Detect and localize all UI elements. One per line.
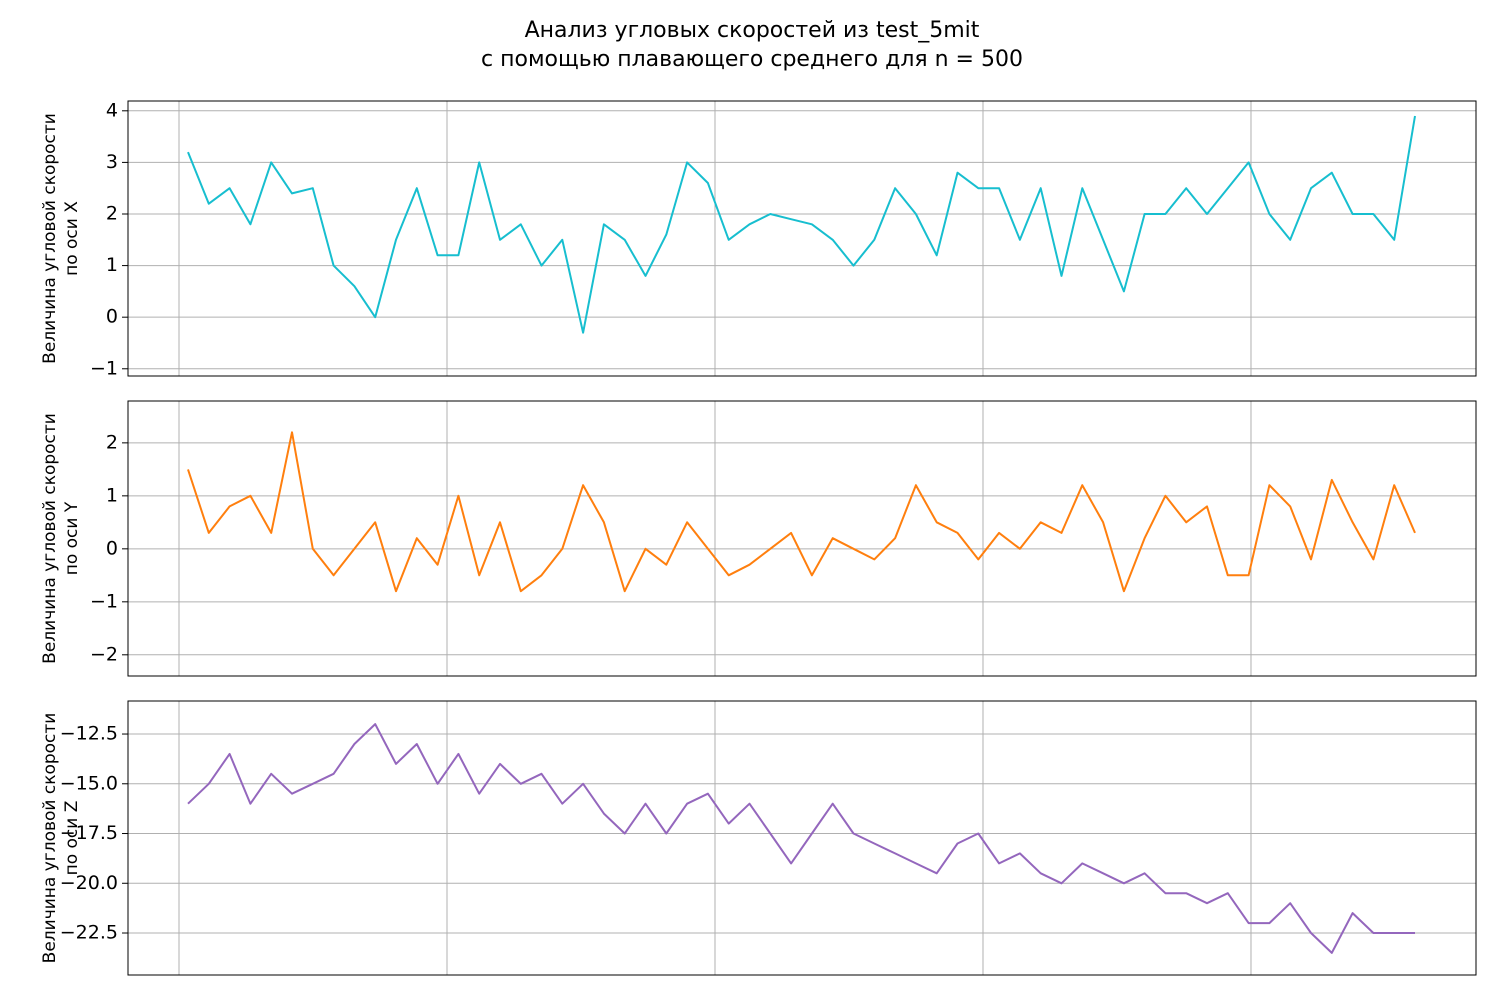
axes-frame — [127, 700, 1477, 976]
y-axis-label: Величина угловой скорости — [40, 413, 60, 664]
title-line: с помощью плавающего среднего для n = 50… — [481, 47, 1023, 72]
y-axis-label: по оси Z — [62, 801, 82, 876]
y-tick-label: 2 — [106, 202, 118, 224]
y-tick-label: −1 — [90, 357, 118, 379]
data-line — [187, 115, 1416, 334]
data-line — [187, 431, 1416, 593]
y-tick-label: −12.5 — [60, 723, 118, 745]
y-tick-label: 0 — [106, 537, 118, 559]
plot-area — [187, 115, 1416, 334]
y-tick-label: 2 — [106, 431, 118, 453]
y-axis-label: по оси X — [62, 201, 82, 276]
y-tick-label: −2 — [90, 643, 118, 665]
subplot: −1 0 1 2 3 4 Величина угловой скорости по оси X — [40, 99, 1477, 379]
plot-area — [187, 431, 1416, 593]
subplot: −2 −1 0 1 2 Величина угловой скорости по оси Y — [40, 400, 1477, 677]
y-tick-label: −1 — [90, 590, 118, 612]
title-line: Анализ угловых скоростей из test_5mit — [525, 18, 980, 43]
y-tick-label: 1 — [106, 484, 118, 506]
y-tick-label: −22.5 — [60, 922, 118, 944]
y-axis-label: по оси Y — [62, 501, 82, 575]
y-axis-label: Величина угловой скорости — [40, 713, 60, 964]
y-tick-label: −15.0 — [60, 772, 118, 794]
y-tick-label: 0 — [106, 306, 118, 328]
y-tick-label: 4 — [106, 99, 118, 121]
data-line — [187, 723, 1415, 954]
axes-frame — [127, 400, 1477, 677]
y-tick-label: 1 — [106, 254, 118, 276]
y-tick-label: −20.0 — [60, 872, 118, 894]
y-axis-label: Величина угловой скорости — [40, 113, 60, 364]
y-tick-label: 3 — [106, 151, 118, 173]
plot-area — [187, 723, 1415, 954]
y-tick-label: −17.5 — [60, 822, 118, 844]
axes-frame — [127, 100, 1477, 377]
